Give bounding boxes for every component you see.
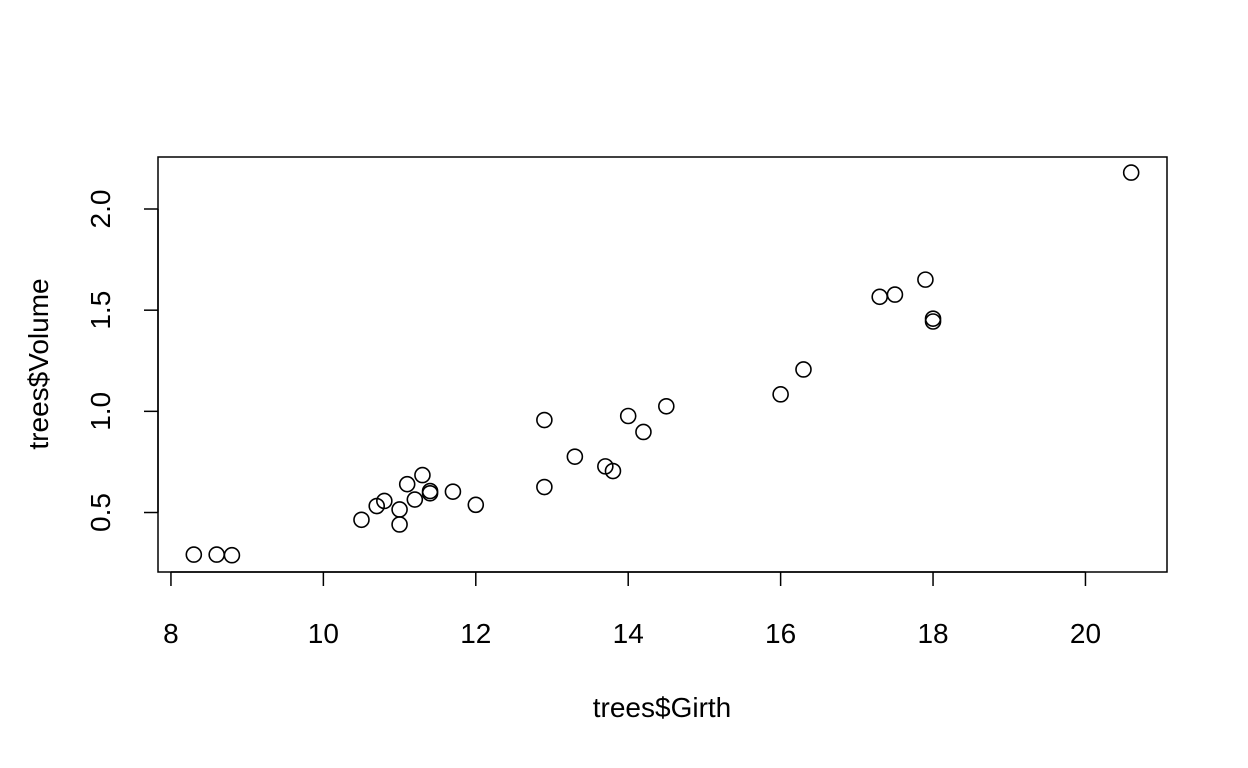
data-point <box>398 475 416 493</box>
x-tick-label: 12 <box>460 618 491 649</box>
y-axis: 0.5 1.0 1.5 2.0 <box>85 190 159 532</box>
data-point <box>353 511 370 529</box>
data-point <box>772 386 789 403</box>
data-point <box>208 546 225 563</box>
data-point <box>391 516 408 533</box>
data-point <box>619 407 637 425</box>
data-point <box>604 462 622 480</box>
data-point <box>414 466 431 484</box>
data-point <box>1122 164 1140 181</box>
x-tick-label: 18 <box>917 618 948 649</box>
data-point <box>658 397 675 415</box>
data-points <box>185 164 1140 564</box>
data-point <box>917 271 934 288</box>
y-axis-label: trees$Volume <box>23 278 54 449</box>
data-point <box>566 448 584 465</box>
data-point <box>871 288 888 306</box>
y-tick-label: 0.5 <box>85 493 116 532</box>
data-point <box>635 423 652 441</box>
data-point <box>536 478 553 496</box>
data-point <box>536 411 553 429</box>
data-point <box>467 496 485 514</box>
y-tick-label: 1.5 <box>85 291 116 330</box>
x-tick-label: 14 <box>613 618 644 649</box>
data-point <box>924 310 942 327</box>
plot-area-frame <box>157 156 1168 573</box>
data-point <box>795 361 812 378</box>
x-axis-label: trees$Girth <box>593 692 732 723</box>
data-point <box>444 483 462 500</box>
x-tick-label: 8 <box>163 618 179 649</box>
data-point <box>406 491 424 508</box>
data-point <box>376 492 393 510</box>
data-point <box>391 501 408 518</box>
y-tick-label: 2.0 <box>85 190 116 229</box>
x-tick-label: 16 <box>765 618 796 649</box>
data-point <box>185 546 203 563</box>
data-point <box>421 482 439 500</box>
y-tick-label: 1.0 <box>85 392 116 431</box>
data-point <box>886 286 904 303</box>
x-tick-label: 20 <box>1070 618 1101 649</box>
x-tick-label: 10 <box>308 618 339 649</box>
x-axis: 8 10 12 14 16 18 20 <box>163 571 1101 649</box>
data-point <box>223 546 241 564</box>
